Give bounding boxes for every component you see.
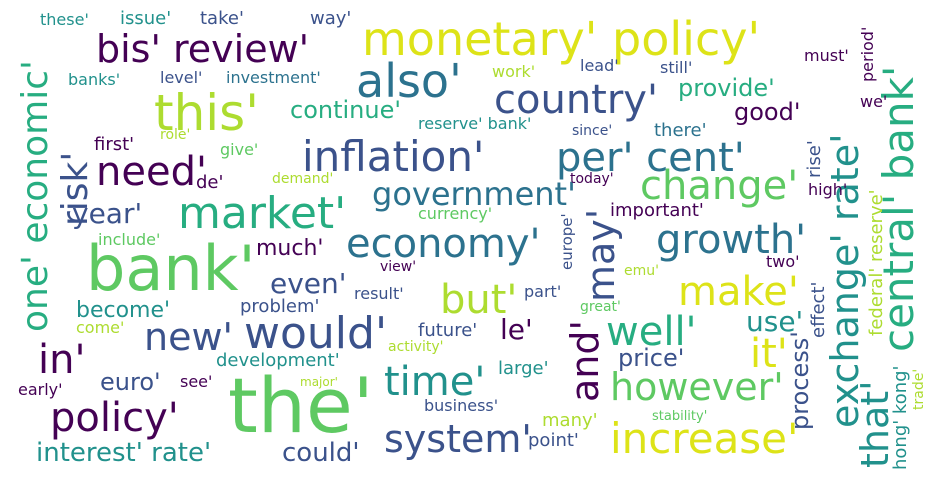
word-take: take': [200, 8, 244, 29]
word-problem: problem': [240, 296, 320, 317]
word-hong-kong: hong' kong': [890, 365, 911, 470]
word-demand: demand': [272, 171, 334, 187]
word-per-cent: per' cent': [556, 135, 745, 181]
word-but: but': [440, 277, 518, 323]
word-business: business': [424, 396, 499, 415]
word-it: it': [750, 331, 788, 377]
word-early: early': [18, 380, 63, 399]
word-growth: growth': [656, 217, 807, 263]
word-first: first': [94, 134, 135, 155]
word-new: new': [144, 315, 233, 359]
word-two: two': [766, 252, 800, 271]
word-process: process': [786, 331, 814, 430]
word-that: that': [853, 380, 897, 468]
word-bis-review: bis' review': [96, 27, 310, 71]
word-part: part': [524, 282, 562, 301]
word-rise: rise': [804, 140, 825, 178]
word-there: there': [654, 120, 707, 141]
word-policy: policy': [50, 395, 179, 441]
word-activity: activity': [388, 339, 444, 355]
word-also: also': [356, 54, 462, 108]
word-in: in': [38, 337, 86, 383]
word-development: development': [216, 350, 340, 371]
word-monetary-policy: monetary' policy': [362, 12, 761, 66]
word-would: would': [244, 308, 388, 359]
word-economy: economy': [346, 221, 541, 267]
word-time: time': [384, 359, 486, 405]
word-come: come': [76, 318, 125, 337]
word-trade: trade': [911, 368, 927, 410]
word-one-economic: one' economic': [15, 60, 56, 332]
word-today: today': [570, 171, 614, 187]
word-since: since': [572, 123, 613, 139]
word-le: le': [500, 313, 533, 346]
word-interest-rate: interest' rate': [36, 438, 212, 468]
word-important: important': [610, 200, 704, 221]
word-even: even': [270, 267, 347, 300]
word-must: must': [804, 46, 849, 65]
word-year: year': [72, 197, 143, 230]
word-we: we': [860, 92, 888, 111]
word-use: use': [746, 305, 804, 338]
word-period: period': [858, 26, 877, 82]
word-great: great': [580, 299, 621, 315]
word-the: the': [228, 361, 374, 450]
word-stability: stability': [652, 409, 708, 424]
word-issue: issue': [120, 8, 172, 29]
word-need: need': [96, 149, 207, 195]
word-role: role': [160, 127, 191, 143]
word-increase: increase': [610, 414, 799, 463]
word-still: still': [660, 58, 693, 77]
word-continue: continue': [290, 96, 401, 124]
word-result: result': [354, 284, 404, 303]
word-see: see': [180, 372, 213, 391]
word-currency: currency': [418, 204, 493, 223]
word-federal-reserve: federal' reserve': [866, 189, 887, 336]
word-high: high': [808, 180, 848, 199]
word-may: may': [579, 208, 623, 302]
word-emu: emu': [624, 263, 659, 279]
word-level: level': [160, 68, 203, 87]
word-could: could': [282, 438, 360, 468]
word-point: point': [528, 430, 579, 451]
word-work: work': [492, 62, 536, 81]
word-much: much': [256, 236, 324, 261]
word-europe: europe': [558, 213, 576, 270]
word-give: give': [220, 140, 259, 159]
word-lead: lead': [580, 56, 619, 75]
word-system: system': [384, 417, 532, 461]
word-become: become': [76, 298, 171, 323]
word-well: well': [606, 309, 697, 355]
word-good: good': [734, 98, 801, 126]
word-de: de': [196, 172, 224, 193]
word-inflation: inflation': [302, 132, 485, 181]
word-however: however': [610, 365, 784, 409]
word-provide: provide': [678, 74, 775, 102]
word-investment: investment': [226, 68, 321, 87]
word-and: and': [563, 320, 607, 402]
word-way: way': [310, 8, 352, 29]
word-market: market': [178, 188, 347, 239]
word-make: make': [678, 269, 799, 315]
word-view: view': [380, 259, 417, 275]
word-country: country': [494, 77, 658, 123]
word-reserve-bank: reserve' bank': [418, 114, 532, 133]
word-large: large': [498, 358, 549, 379]
word-bank: bank': [86, 232, 256, 305]
word-future: future': [418, 320, 478, 341]
word-many: many': [542, 410, 598, 431]
word-major: major': [300, 375, 338, 389]
word-include: include': [98, 230, 161, 249]
word-banks: banks': [68, 70, 121, 89]
word-government: government': [372, 175, 576, 213]
word-euro: euro': [100, 368, 161, 396]
word-change: change': [640, 163, 799, 209]
word-this: this': [154, 84, 259, 142]
word-these: these': [40, 10, 89, 29]
word-price: price': [618, 344, 685, 372]
word-effect: effect': [808, 281, 829, 338]
